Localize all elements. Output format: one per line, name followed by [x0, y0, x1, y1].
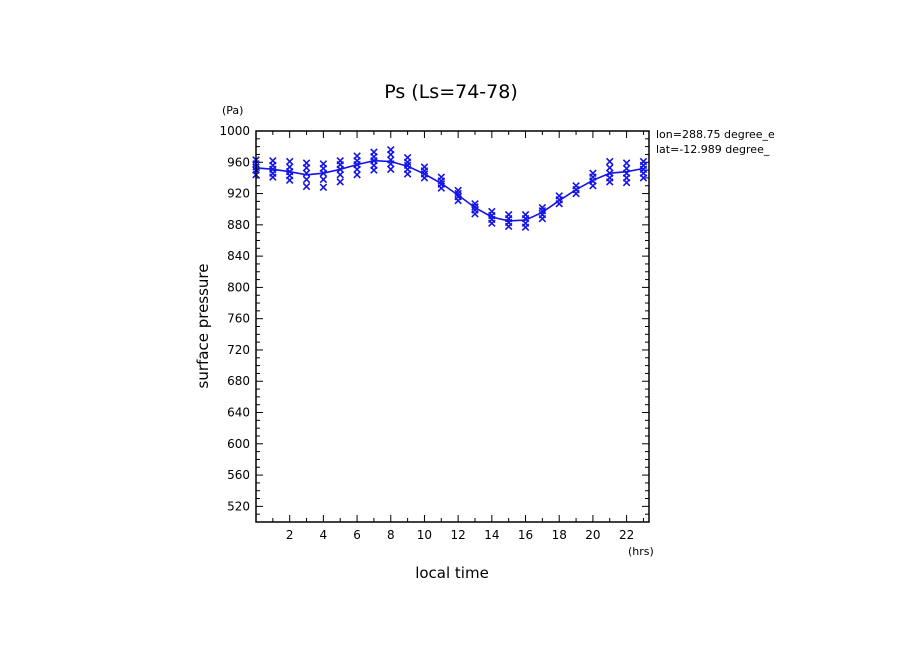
plot-frame: [255, 130, 650, 523]
x-tick-label: 6: [353, 528, 361, 542]
y-tick-label: 720: [227, 343, 250, 357]
data-point-marker: [353, 171, 361, 179]
y-tick-label: 800: [227, 280, 250, 294]
y-tick-label: 680: [227, 374, 250, 388]
data-point-marker: [437, 177, 446, 185]
y-tick-label: 1000: [219, 124, 250, 138]
data-point-marker: [605, 157, 614, 166]
data-point-marker: [336, 165, 344, 174]
data-point-marker: [471, 210, 479, 218]
data-point-marker: [403, 158, 412, 167]
data-point-marker: [386, 165, 395, 174]
x-tick-label: 14: [484, 528, 499, 542]
y-tick-label: 760: [227, 312, 250, 326]
lon-annotation: lon=288.75 degree_e: [656, 128, 775, 141]
data-point-marker: [437, 184, 446, 192]
axes: 520 560 600 640 680 720 760 800 840 880 920 960 1000…: [219, 124, 649, 542]
data-point-marker: [538, 214, 547, 223]
x-axis-label: local time: [415, 564, 489, 582]
data-point-marker: [302, 182, 311, 191]
data-point-marker: [302, 169, 311, 177]
data-marks: [252, 146, 648, 231]
y-tick-label: 560: [227, 468, 250, 482]
chart-title: Ps (Ls=74-78): [384, 81, 518, 103]
y-tick-label: 920: [227, 187, 250, 201]
data-point-marker: [386, 160, 395, 168]
x-tick-label: 2: [286, 528, 294, 542]
data-point-marker: [319, 175, 328, 184]
data-point-marker: [319, 169, 328, 177]
data-point-marker: [319, 183, 328, 192]
data-point-marker: [538, 203, 547, 212]
y-axis-label: surface pressure: [194, 264, 212, 389]
data-point-marker: [403, 170, 412, 178]
data-point-marker: [471, 199, 479, 208]
y-tick-label: 960: [227, 155, 250, 169]
y-tick-label: 840: [227, 249, 250, 263]
x-tick-label: 10: [417, 528, 432, 542]
data-point-marker: [555, 199, 563, 208]
data-point-marker: [605, 178, 614, 186]
x-unit-label: (hrs): [628, 545, 654, 558]
data-point-marker: [605, 163, 614, 172]
x-tick-label: 18: [552, 528, 567, 542]
data-point-marker: [336, 171, 344, 179]
data-point-marker: [336, 178, 344, 186]
data-point-marker: [622, 159, 631, 167]
x-tick-label: 16: [518, 528, 533, 542]
data-point-marker: [454, 186, 462, 195]
x-tick-label: 20: [585, 528, 600, 542]
data-point-marker: [589, 181, 597, 190]
data-point-marker: [420, 167, 429, 175]
y-tick-label: 640: [227, 406, 250, 420]
data-point-marker: [353, 165, 361, 174]
data-point-marker: [454, 196, 462, 205]
data-point-marker: [572, 189, 580, 198]
data-point-marker: [420, 174, 429, 182]
mean-pressure-line: [255, 159, 644, 222]
x-tick-label: 12: [451, 528, 466, 542]
data-point-marker: [488, 219, 496, 228]
y-tick-label: 880: [227, 218, 250, 232]
data-point-marker: [521, 223, 530, 231]
lat-annotation: lat=-12.989 degree_: [656, 143, 770, 156]
data-point-marker: [639, 174, 648, 182]
data-point-marker: [504, 222, 513, 231]
y-tick-label: 520: [227, 499, 250, 513]
y-unit-label: (Pa): [222, 104, 243, 117]
y-tick-label: 600: [227, 437, 250, 451]
data-point-marker: [386, 150, 395, 159]
data-point-marker: [285, 157, 294, 166]
data-point-marker: [454, 189, 462, 198]
data-point-marker: [302, 175, 311, 184]
data-point-marker: [269, 173, 277, 181]
data-point-marker: [622, 178, 631, 187]
data-point-marker: [370, 166, 378, 174]
data-point-marker: [471, 203, 479, 211]
x-tick-label: 4: [320, 528, 328, 542]
x-tick-label: 22: [619, 528, 634, 542]
data-point-marker: [285, 176, 294, 185]
x-tick-label: 8: [387, 528, 395, 542]
data-point-marker: [302, 163, 311, 172]
